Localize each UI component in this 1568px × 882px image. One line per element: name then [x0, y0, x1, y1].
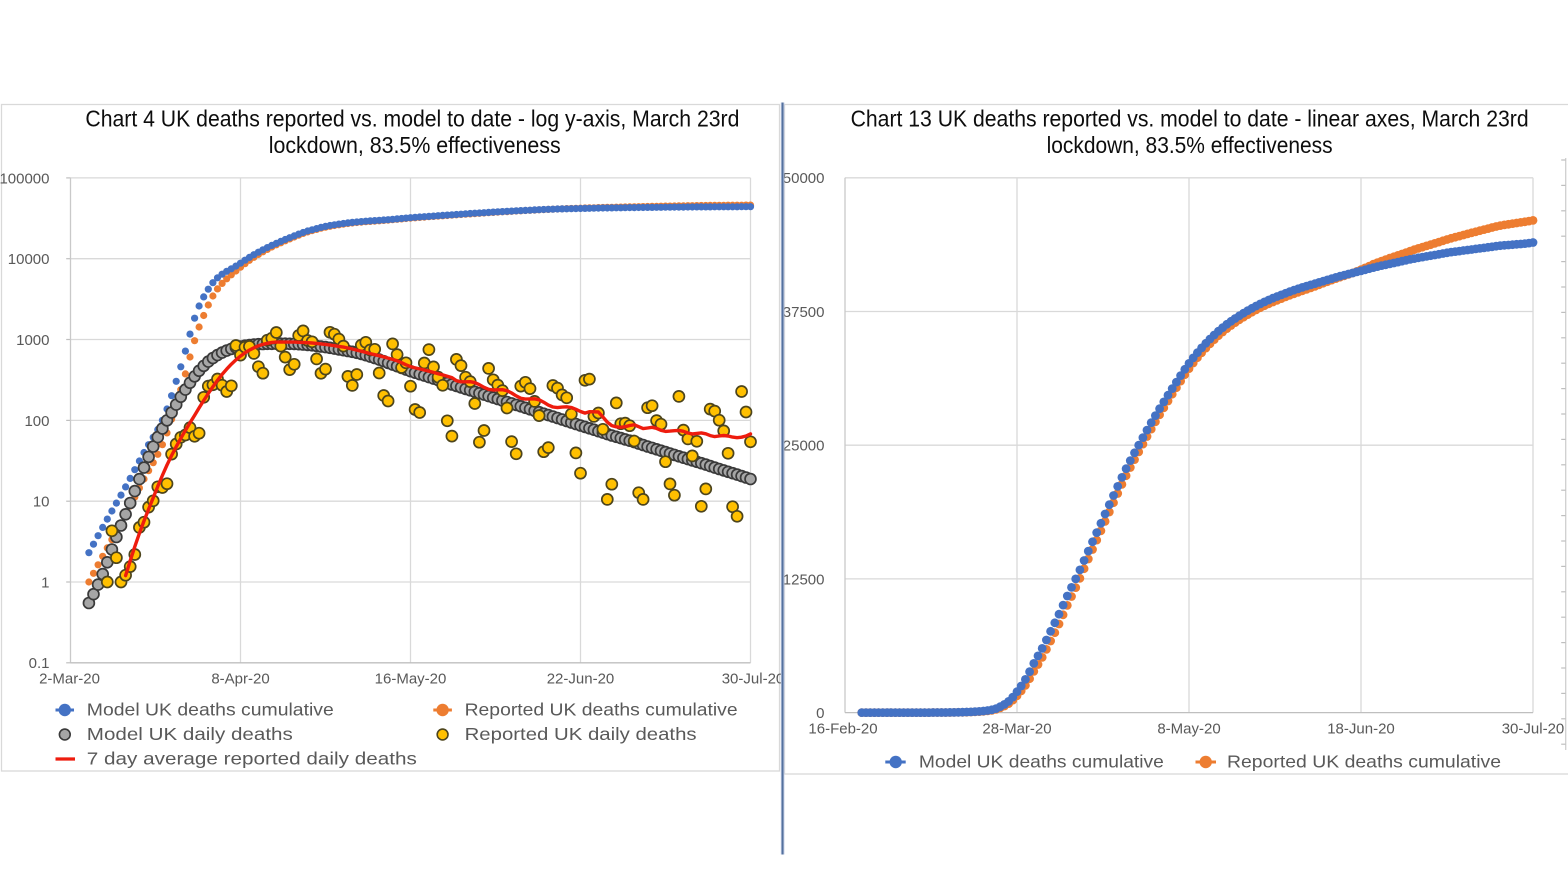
svg-text:16-May-20: 16-May-20 — [375, 670, 447, 687]
svg-text:30-Jul-20: 30-Jul-20 — [722, 670, 785, 687]
svg-text:Model UK deaths cumulative: Model UK deaths cumulative — [87, 700, 334, 720]
svg-text:2-Mar-20: 2-Mar-20 — [39, 670, 100, 687]
svg-text:Chart 4 UK deaths reported vs.: Chart 4 UK deaths reported vs. model to … — [85, 106, 739, 132]
svg-text:30-Jul-20: 30-Jul-20 — [1502, 720, 1565, 737]
svg-text:25000: 25000 — [783, 438, 825, 455]
svg-text:8-Apr-20: 8-Apr-20 — [211, 670, 269, 687]
svg-text:Model UK deaths cumulative: Model UK deaths cumulative — [919, 752, 1164, 772]
svg-text:Model UK daily deaths: Model UK daily deaths — [87, 724, 293, 744]
svg-text:22-Jun-20: 22-Jun-20 — [547, 670, 615, 687]
svg-text:0.1: 0.1 — [29, 655, 50, 672]
svg-text:16-Feb-20: 16-Feb-20 — [808, 720, 877, 737]
svg-text:lockdown, 83.5% effectiveness: lockdown, 83.5% effectiveness — [269, 132, 561, 158]
svg-text:Reported UK deaths cumulative: Reported UK deaths cumulative — [465, 700, 738, 720]
svg-text:100000: 100000 — [0, 170, 50, 187]
svg-text:8-May-20: 8-May-20 — [1157, 720, 1220, 737]
svg-text:lockdown, 83.5% effectiveness: lockdown, 83.5% effectiveness — [1047, 132, 1333, 158]
svg-text:0: 0 — [816, 705, 824, 722]
svg-text:7 day average reported daily d: 7 day average reported daily deaths — [87, 749, 417, 769]
svg-text:37500: 37500 — [783, 304, 825, 321]
svg-text:10000: 10000 — [8, 251, 50, 268]
svg-text:10: 10 — [33, 494, 50, 511]
svg-text:100: 100 — [24, 413, 49, 430]
svg-text:18-Jun-20: 18-Jun-20 — [1327, 720, 1395, 737]
svg-text:1000: 1000 — [16, 332, 49, 349]
svg-text:Reported UK deaths cumulative: Reported UK deaths cumulative — [1227, 752, 1501, 772]
svg-text:28-Mar-20: 28-Mar-20 — [982, 720, 1051, 737]
svg-text:12500: 12500 — [783, 571, 825, 588]
svg-text:Chart 13 UK deaths reported vs: Chart 13 UK deaths reported vs. model to… — [851, 106, 1529, 132]
svg-text:1: 1 — [41, 574, 49, 591]
svg-text:Reported UK daily deaths: Reported UK daily deaths — [465, 724, 697, 744]
svg-text:50000: 50000 — [783, 170, 825, 187]
